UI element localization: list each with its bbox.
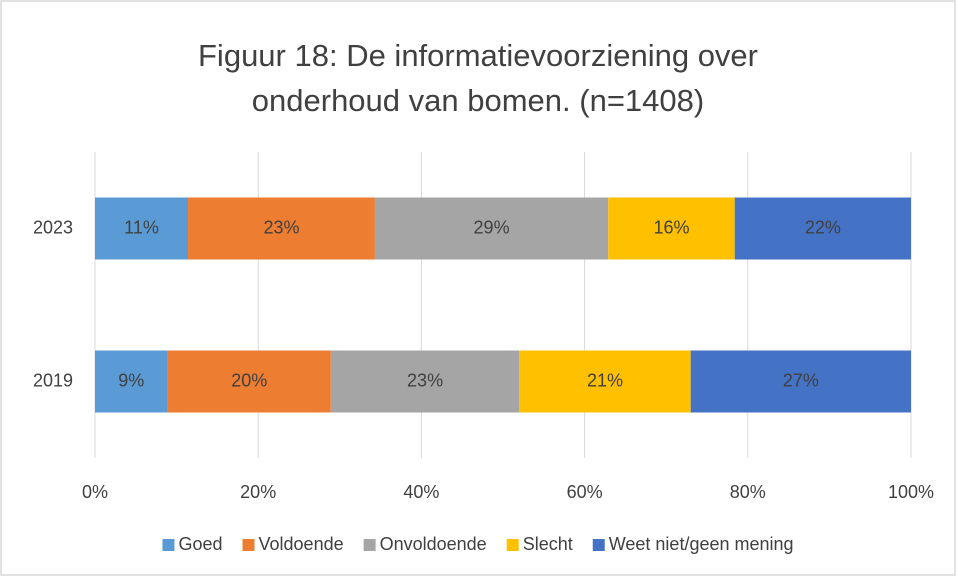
legend-item: Goed (162, 534, 223, 554)
bar-segment (690, 350, 911, 413)
bar-segment (374, 197, 609, 260)
x-tick-label: 100% (888, 482, 934, 502)
bar-segment (519, 350, 691, 413)
legend-label: Goed (178, 534, 222, 554)
legend-item: Voldoende (242, 534, 344, 554)
x-tick-label: 80% (730, 482, 766, 502)
legend-label: Onvoldoende (380, 534, 487, 554)
bar-segment (167, 350, 331, 413)
data-label: 20% (231, 370, 267, 390)
legend-label: Weet niet/geen mening (609, 534, 794, 554)
legend-swatch (242, 539, 255, 551)
legend-label: Slecht (523, 534, 573, 554)
x-tick-label: 20% (240, 482, 276, 502)
bar-segment (95, 350, 168, 413)
x-tick-label: 60% (567, 482, 603, 502)
y-tick-label: 2019 (33, 370, 73, 390)
data-label: 22% (805, 217, 841, 237)
x-tick-label: 0% (82, 482, 108, 502)
data-label: 23% (263, 217, 299, 237)
bar-segment (734, 197, 911, 260)
bar-segment (330, 350, 520, 413)
data-label: 11% (124, 217, 159, 237)
legend-swatch (592, 539, 605, 551)
data-label: 23% (407, 370, 443, 390)
x-tick-label: 40% (403, 482, 439, 502)
legend-item: Onvoldoende (363, 534, 487, 554)
chart-title: Figuur 18: De informatievoorziening over (198, 38, 758, 73)
chart-title: onderhoud van bomen. (n=1408) (252, 83, 704, 118)
legend-swatch (162, 539, 175, 551)
data-label: 21% (587, 370, 623, 390)
y-tick-label: 2023 (33, 217, 73, 237)
data-label: 27% (783, 370, 819, 390)
legend-label: Voldoende (259, 534, 344, 554)
data-label: 9% (118, 370, 144, 390)
legend-swatch (506, 539, 519, 551)
bar-segment (608, 197, 735, 260)
bar-segment (188, 197, 375, 260)
bar-segment (95, 197, 189, 260)
data-label: 16% (653, 217, 689, 237)
legend-swatch (363, 539, 376, 551)
legend-item: Slecht (506, 534, 573, 554)
data-label: 29% (474, 217, 510, 237)
legend-item: Weet niet/geen mening (592, 534, 794, 554)
